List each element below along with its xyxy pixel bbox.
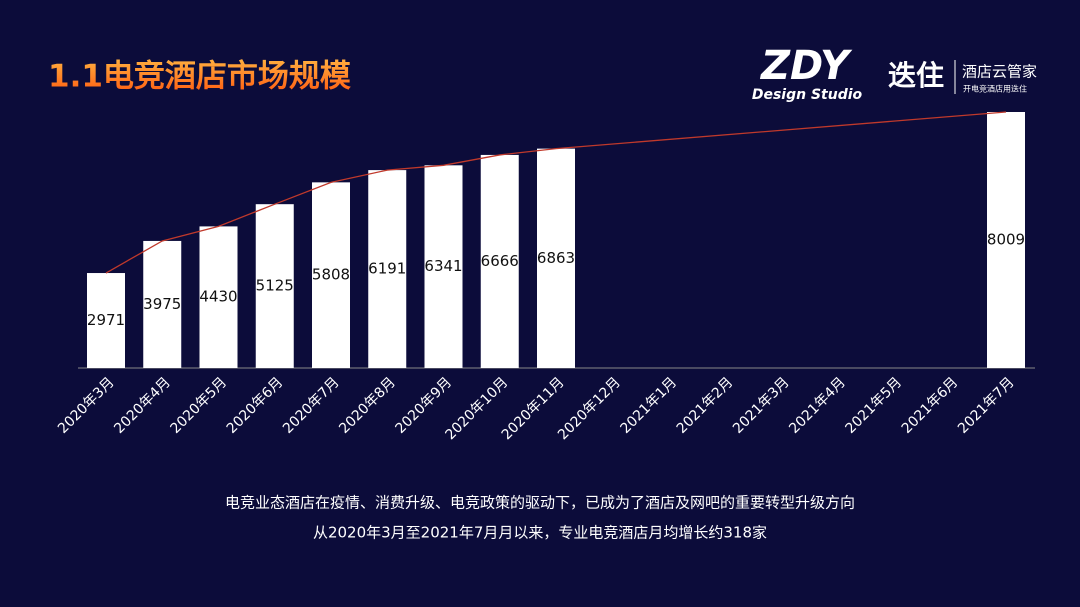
logo-zdy-sub: Design Studio (752, 87, 863, 103)
bar (987, 112, 1025, 368)
logo-zdy: ZDY (759, 43, 853, 89)
data-label: 6191 (368, 260, 406, 278)
bar (312, 182, 350, 368)
bar (87, 273, 125, 368)
data-label: 6666 (481, 252, 519, 270)
data-label: 5125 (256, 277, 294, 295)
data-label: 3975 (143, 295, 181, 313)
title: 1.1电竞酒店市场规模 (48, 59, 351, 95)
trend-line (105, 147, 557, 274)
logo-brand: 迭住 (888, 59, 944, 92)
caption-line: 电竞业态酒店在疫情、消费升级、电竞政策的驱动下，已成为了酒店及网吧的重要转型升级… (225, 494, 855, 512)
bar (480, 154, 519, 368)
data-label: 6341 (424, 257, 462, 275)
trend-connector (555, 111, 1007, 150)
bar (368, 170, 407, 368)
data-label: 2971 (87, 311, 125, 329)
logo-brand-name: 酒店云管家 (962, 63, 1037, 81)
bar (143, 240, 182, 368)
data-label: 6863 (537, 249, 575, 267)
bar (537, 148, 575, 368)
caption-line: 从2020年3月至2021年7月月以来，专业电竞酒店月均增长约318家 (313, 524, 767, 542)
data-label: 5808 (312, 266, 350, 284)
bar (199, 226, 238, 368)
bar (255, 204, 294, 368)
bar (424, 165, 463, 368)
data-label: 4430 (199, 288, 237, 306)
logo-slogan: 开电竞酒店用迭住 (963, 84, 1027, 94)
data-label: 8009 (987, 231, 1025, 249)
